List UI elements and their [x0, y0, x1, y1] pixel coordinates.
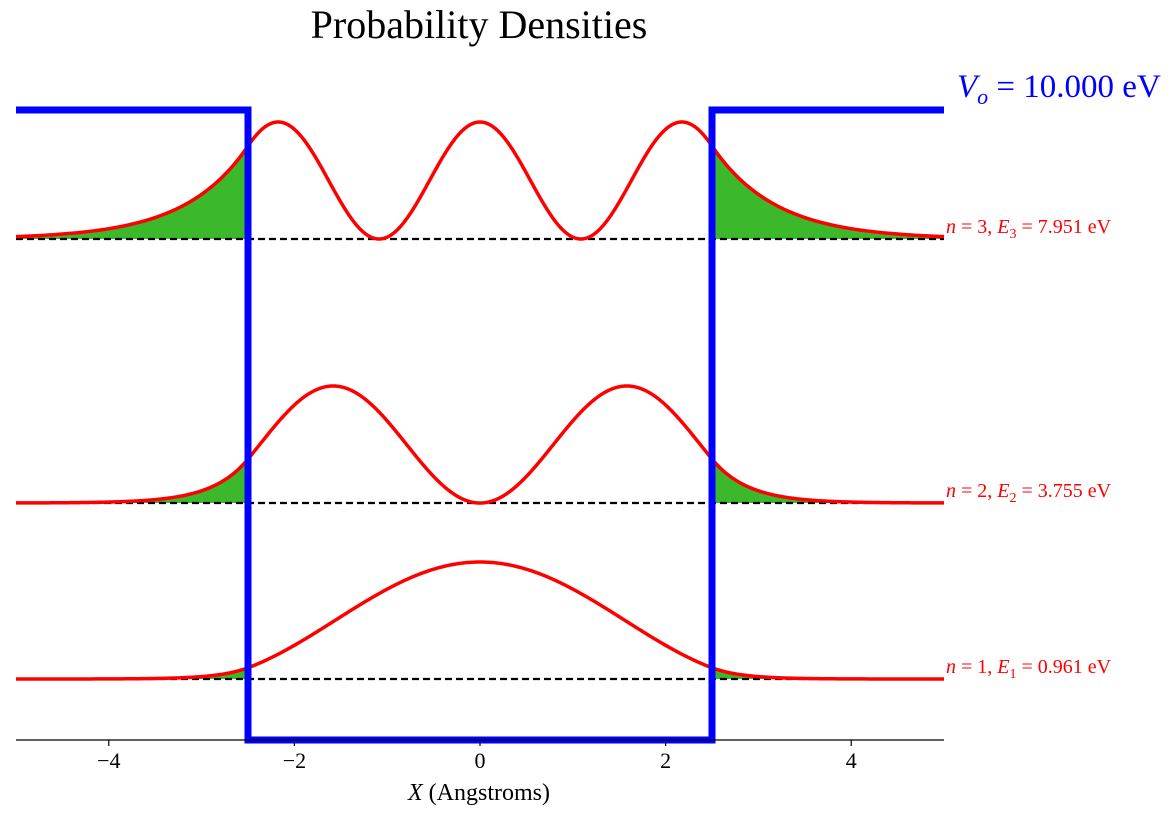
potential-label-var: V	[957, 69, 981, 105]
potential-line	[16, 106, 944, 744]
x-tick-label--2: −2	[283, 748, 306, 773]
tunneling-fill-n2-right	[712, 459, 944, 503]
x-axis: −4 −2 0 2 4	[16, 739, 944, 773]
tunneling-fill-n1-right	[712, 667, 944, 679]
density-curve-n3	[15, 120, 945, 241]
potential-label-unit: eV	[1114, 69, 1161, 105]
tunneling-fills	[16, 145, 944, 679]
tunneling-fill-n1-left	[16, 667, 248, 679]
tunneling-fill-n3-right	[712, 145, 944, 239]
x-axis-label-unit: (Angstroms)	[423, 780, 550, 806]
x-tick-label-2: 2	[660, 748, 671, 773]
potential-label: Vo = 10.000 eV	[957, 69, 1161, 109]
density-curve-n1	[16, 560, 944, 681]
level-labels: n = 1, E1 = 0.961 eV n = 2, E2 = 3.755 eV…	[946, 216, 1112, 682]
energy-baselines	[16, 237, 944, 681]
chart-title: Probability Densities	[311, 2, 648, 47]
potential-label-eq: =	[988, 69, 1023, 105]
level-label-n3: n = 3, E3 = 7.951 eV	[946, 216, 1112, 242]
x-axis-label-var: X	[407, 780, 424, 806]
potential-label-sub: o	[977, 84, 988, 109]
level-label-n1: n = 1, E1 = 0.961 eV	[946, 656, 1112, 682]
x-axis-label: X (Angstroms)	[407, 780, 550, 806]
x-tick-label--4: −4	[97, 748, 120, 773]
density-curve-n2	[15, 384, 945, 505]
level-label-n2: n = 2, E2 = 3.755 eV	[946, 480, 1112, 506]
potential-well	[16, 106, 944, 744]
density-curves	[15, 120, 945, 681]
x-tick-label-4: 4	[846, 748, 857, 773]
potential-label-value: 10.000	[1023, 69, 1114, 105]
x-tick-label-0: 0	[475, 748, 486, 773]
tunneling-fill-n3-left	[16, 145, 248, 239]
tunneling-fill-n2-left	[16, 459, 248, 503]
